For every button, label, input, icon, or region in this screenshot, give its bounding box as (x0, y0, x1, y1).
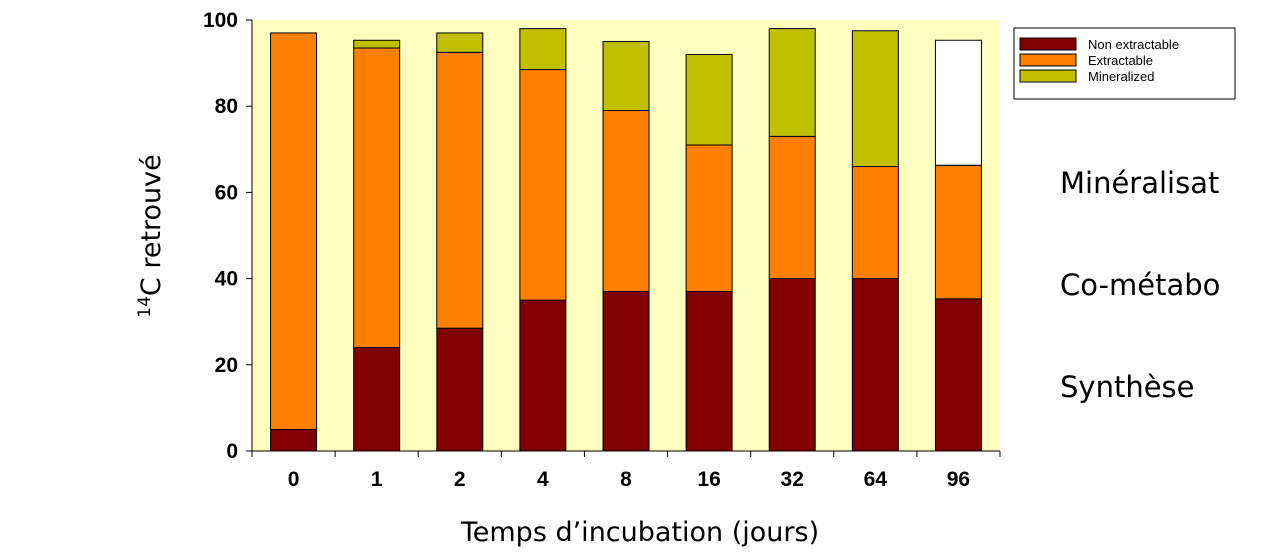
bars (270, 28, 982, 452)
side-label-synthese: Synthèse (1060, 370, 1195, 404)
x-axis-title: Temps d’incubation (jours) (460, 517, 819, 548)
legend-label-non-extractable: Non extractable (1088, 37, 1179, 52)
side-label-cometabolisme: Co-métabo (1060, 268, 1221, 302)
bar-non-extractable-16 (685, 291, 733, 452)
bar-non-extractable-0 (270, 428, 318, 452)
bar-extractable-1 (353, 47, 401, 349)
legend-swatch-mineralized (1019, 69, 1077, 83)
bar-extractable-0 (270, 32, 318, 430)
y-tick-label-100: 100 (203, 9, 238, 32)
bar-extractable-64 (851, 166, 899, 280)
y-tick-label-40: 40 (215, 268, 238, 291)
bar-extractable-96 (934, 164, 982, 300)
x-tick-label-8: 8 (620, 468, 632, 491)
bar-mineralized-16 (685, 53, 733, 146)
x-tick-label-2: 2 (454, 468, 466, 491)
bar-mineralized-4 (519, 28, 567, 71)
y-tick-label-80: 80 (215, 95, 238, 118)
x-tick-label-4: 4 (537, 468, 549, 491)
bar-extractable-16 (685, 144, 733, 293)
bar-non-extractable-96 (934, 298, 982, 452)
bar-mineralized-1 (353, 39, 401, 49)
legend-label-mineralized: Mineralized (1088, 69, 1154, 84)
bar-extractable-8 (602, 110, 650, 293)
side-label-mineralisation: Minéralisat (1060, 166, 1220, 200)
legend-label-extractable: Extractable (1088, 53, 1153, 68)
bar-non-extractable-32 (768, 278, 816, 452)
x-tick-label-96: 96 (947, 468, 970, 491)
bar-non-extractable-8 (602, 291, 650, 452)
x-tick-label-32: 32 (781, 468, 804, 491)
bar-extractable-32 (768, 135, 816, 280)
y-tick-label-60: 60 (215, 181, 238, 204)
y-tick-label-0: 0 (226, 440, 238, 463)
bar-mineralized-32 (768, 28, 816, 137)
x-ticks: 0 1 2 4 8 16 32 64 96 (251, 451, 1001, 491)
bar-non-extractable-1 (353, 347, 401, 452)
y-axis-title-superscript: 14 (135, 296, 155, 318)
bar-extractable-4 (519, 69, 567, 301)
x-tick-label-0: 0 (288, 468, 300, 491)
y-tick-label-20: 20 (215, 354, 238, 377)
y-axis-title-text: C retrouvé (136, 154, 167, 296)
bar-mineralized-96 (934, 39, 982, 166)
bar-non-extractable-64 (851, 278, 899, 452)
y-axis-title: 14C retrouvé (135, 154, 167, 318)
legend-swatch-non-extractable (1019, 37, 1077, 51)
bar-mineralized-64 (851, 30, 899, 168)
x-tick-label-16: 16 (697, 468, 720, 491)
legend-swatch-extractable (1019, 53, 1077, 67)
bar-non-extractable-2 (436, 327, 484, 452)
bar-non-extractable-4 (519, 299, 567, 452)
bar-mineralized-2 (436, 32, 484, 53)
x-tick-label-1: 1 (371, 468, 383, 491)
y-ticks: 0 20 40 60 80 100 (203, 9, 252, 463)
bar-extractable-2 (436, 51, 484, 329)
x-tick-label-64: 64 (864, 468, 888, 491)
bar-mineralized-8 (602, 41, 650, 112)
